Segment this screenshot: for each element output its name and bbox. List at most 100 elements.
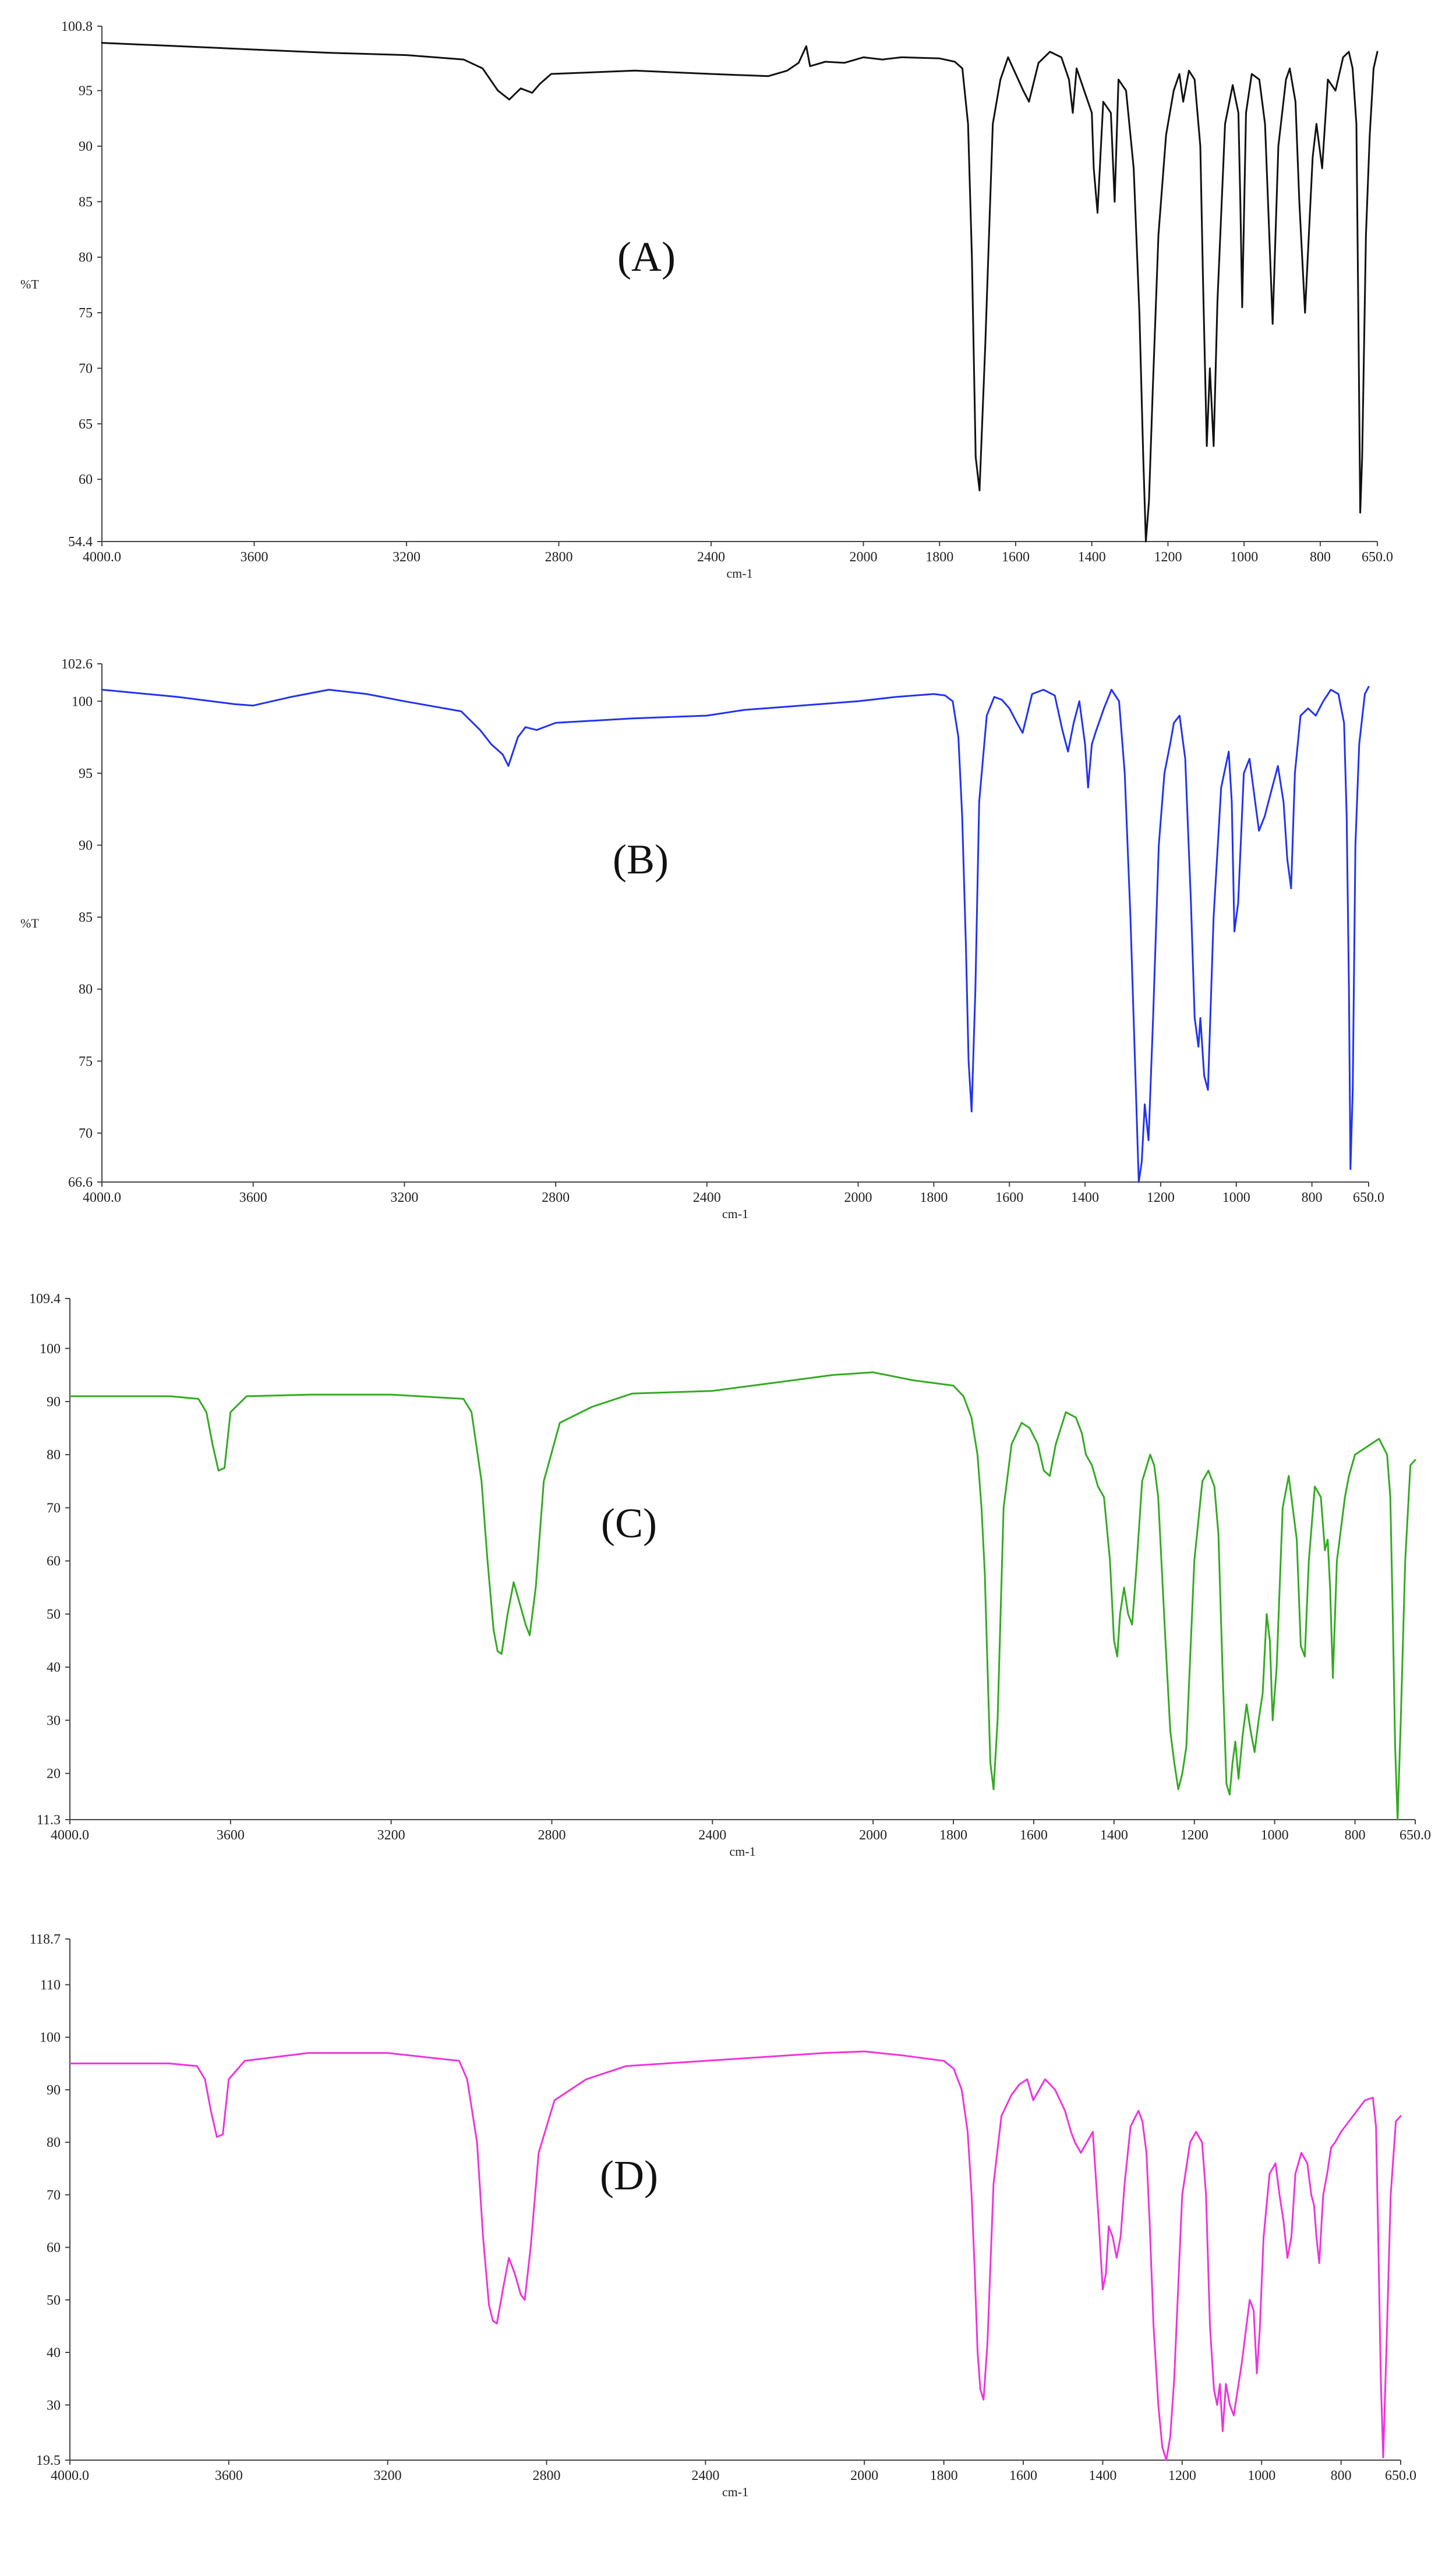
x-tick-label: 1800 [939, 1828, 967, 1843]
x-tick-label: 1000 [1247, 2468, 1275, 2483]
x-tick-label: 1800 [920, 1190, 948, 1205]
chart-panel-b: 4000.0 3600 3200 2800 2400 2000 1800 1600 1400 12… [20, 657, 1384, 1221]
x-tick-label: 3200 [393, 550, 420, 565]
x-tick-label: 1400 [1088, 2468, 1116, 2483]
panel-label: (B) [613, 836, 669, 883]
y-tick-label: 65 [79, 417, 93, 432]
x-tick-label: 2400 [693, 1190, 721, 1205]
y-tick-label: 95 [79, 766, 93, 781]
panel-label: (C) [601, 1500, 657, 1547]
y-tick-label: 80 [47, 2135, 61, 2150]
chart-panel-a: 4000.0 3600 3200 2800 2400 2000 1800 1600 1400 12… [20, 19, 1393, 581]
x-tick-label: 1600 [1002, 550, 1030, 565]
x-tick-label: 3600 [239, 1190, 267, 1205]
y-axis-title: %T [20, 916, 39, 930]
y-tick-label: 70 [79, 1126, 93, 1141]
y-tick-label: 75 [79, 306, 93, 321]
x-tick-label: 2800 [533, 2468, 561, 2483]
y-tick-label: 85 [79, 910, 93, 925]
y-tick-label: 102.6 [61, 657, 93, 672]
y-tick-label: 90 [47, 2083, 61, 2098]
x-tick-label: 1200 [1168, 2468, 1196, 2483]
y-tick-label: 80 [47, 1448, 61, 1463]
y-tick-label: 95 [79, 84, 93, 99]
y-tick-label: 70 [47, 1501, 61, 1516]
x-tick-label: 2800 [545, 550, 572, 565]
y-tick-label: 90 [79, 139, 93, 154]
spectrum-series-line [69, 2050, 1402, 2461]
x-tick-label: 1400 [1078, 550, 1106, 565]
x-tick-label: 1400 [1100, 1828, 1128, 1843]
y-tick-label: 66.6 [68, 1175, 93, 1190]
x-tick-label: 800 [1331, 2468, 1352, 2483]
x-tick-label: 1600 [995, 1190, 1023, 1205]
x-tick-label: 2000 [850, 2468, 878, 2483]
y-tick-label: 50 [47, 2293, 61, 2308]
y-tick-label: 70 [79, 361, 93, 376]
spectrum-series-line [69, 1371, 1416, 1821]
x-tick-label: 650.0 [1353, 1190, 1384, 1205]
x-tick-label: 1400 [1071, 1190, 1099, 1205]
x-tick-label: 1800 [930, 2468, 958, 2483]
x-tick-label: 2000 [844, 1190, 872, 1205]
y-tick-label: 90 [79, 838, 93, 854]
y-tick-label: 20 [47, 1767, 61, 1782]
y-tick-label: 60 [79, 472, 93, 487]
spectrum-series-line [101, 42, 1379, 543]
x-tick-label: 3600 [215, 2468, 243, 2483]
y-tick-label: 70 [47, 2188, 61, 2203]
x-tick-label: 1600 [1020, 1828, 1048, 1843]
x-tick-label: 3200 [390, 1190, 418, 1205]
y-tick-label: 118.7 [30, 1932, 61, 1947]
y-tick-label: 40 [47, 1660, 61, 1675]
y-tick-label: 75 [79, 1054, 93, 1069]
spectrum-series-line [101, 686, 1370, 1183]
x-tick-label: 2400 [691, 2468, 719, 2483]
x-tick-label: 1200 [1181, 1828, 1208, 1843]
y-tick-label: 100 [40, 1342, 61, 1357]
y-tick-label: 100 [72, 694, 93, 709]
x-tick-label: 4000.0 [51, 1828, 89, 1843]
x-tick-label: 1800 [925, 550, 953, 565]
x-tick-label: 800 [1302, 1190, 1323, 1205]
x-axis-title: cm-1 [722, 1206, 748, 1221]
x-tick-label: 650.0 [1399, 1828, 1431, 1843]
x-tick-label: 1200 [1154, 550, 1182, 565]
x-tick-label: 3600 [217, 1828, 245, 1843]
x-tick-label: 800 [1310, 550, 1331, 565]
x-axis-title: cm-1 [726, 566, 752, 581]
x-tick-label: 2400 [698, 1828, 726, 1843]
x-tick-label: 800 [1345, 1828, 1366, 1843]
y-tick-label: 60 [47, 2241, 61, 2256]
y-tick-label: 85 [79, 194, 93, 210]
x-tick-label: 2400 [697, 550, 725, 565]
x-tick-label: 1000 [1261, 1828, 1289, 1843]
x-tick-label: 2800 [538, 1828, 566, 1843]
y-tick-label: 30 [47, 2398, 61, 2413]
y-axis-title: %T [20, 277, 39, 292]
x-tick-label: 1000 [1230, 550, 1258, 565]
y-tick-label: 30 [47, 1713, 61, 1728]
x-tick-label: 650.0 [1362, 550, 1393, 565]
panel-label: (D) [600, 2152, 658, 2199]
x-tick-label: 1000 [1222, 1190, 1250, 1205]
y-tick-label: 40 [47, 2345, 61, 2361]
y-tick-label: 80 [79, 982, 93, 997]
chart-panel-d: 4000.0 3600 3200 2800 2400 2000 1800 1600 1400 12… [30, 1932, 1416, 2499]
y-tick-label: 90 [47, 1395, 61, 1410]
x-tick-label: 4000.0 [51, 2468, 89, 2483]
y-tick-label: 19.5 [36, 2453, 61, 2468]
y-tick-label: 109.4 [29, 1291, 61, 1307]
y-tick-label: 80 [79, 250, 93, 266]
y-tick-label: 110 [40, 1977, 61, 1993]
x-tick-label: 3200 [377, 1828, 405, 1843]
x-tick-label: 2000 [849, 550, 877, 565]
x-tick-label: 4000.0 [83, 1190, 121, 1205]
y-tick-label: 50 [47, 1607, 61, 1622]
y-tick-label: 100.8 [61, 19, 93, 34]
chart-panel-c: 4000.0 3600 3200 2800 2400 2000 1800 1600 1400 12… [29, 1291, 1431, 1859]
x-axis-title: cm-1 [722, 2485, 748, 2499]
x-tick-label: 3600 [240, 550, 268, 565]
x-tick-label: 1200 [1147, 1190, 1175, 1205]
